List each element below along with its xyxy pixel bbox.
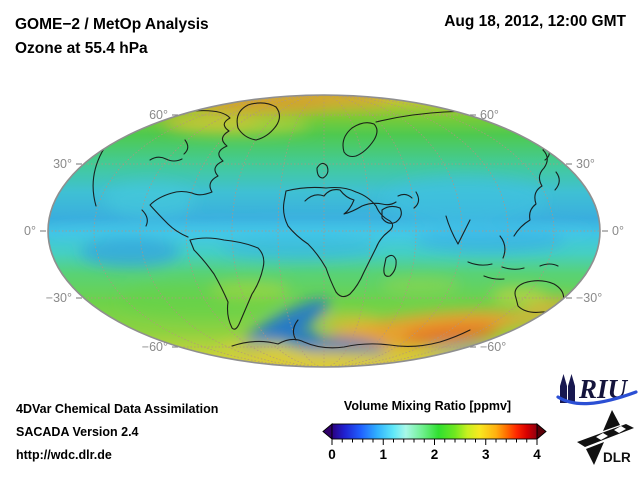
ozone-field — [48, 95, 600, 367]
colorbar: 0 1 2 3 4 — [322, 423, 547, 462]
figure-datetime: Aug 18, 2012, 12:00 GMT — [444, 13, 626, 30]
colorbar-ticks — [331, 439, 538, 445]
riu-swoosh — [556, 390, 638, 406]
footer-line-version: SACADA Version 2.4 — [16, 425, 139, 439]
footer-block: 4DVar Chemical Data Assimilation SACADA … — [16, 398, 218, 467]
colorbar-right-arrow — [536, 423, 547, 440]
footer-line-url: http://wdc.dlr.de — [16, 448, 112, 462]
lat-tick-dashes — [40, 114, 608, 348]
lat-label-left-30s: −30° — [46, 291, 72, 305]
dlr-logo: DLR — [577, 410, 634, 465]
lat-label-right-60s: −60° — [480, 340, 506, 354]
colorbar-left-arrow — [322, 423, 333, 440]
lat-label-left-30n: 30° — [53, 157, 72, 171]
lat-label-right-0: 0° — [612, 224, 624, 238]
lat-label-right-30n: 30° — [576, 157, 595, 171]
colorbar-tick-1: 1 — [379, 447, 387, 462]
globe-border — [47, 94, 601, 368]
riu-logo: RIU — [556, 374, 638, 406]
colorbar-tick-4: 4 — [533, 447, 541, 462]
lat-label-right-60n: 60° — [480, 108, 499, 122]
colorbar-gradient — [331, 423, 538, 440]
dlr-diamond-cutout — [614, 426, 626, 433]
footer-line-assimilation: 4DVar Chemical Data Assimilation — [16, 402, 219, 416]
cathedral-icon — [560, 374, 575, 403]
lat-label-left-0: 0° — [24, 224, 36, 238]
dlr-logo-text: DLR — [603, 450, 631, 465]
lat-label-left-60n: 60° — [149, 108, 168, 122]
lat-label-right-30s: −30° — [576, 291, 602, 305]
header-block: GOME−2 / MetOp Analysis Ozone at 55.4 hP… — [15, 13, 209, 61]
lat-label-left-60s: −60° — [142, 340, 168, 354]
figure-title: GOME−2 / MetOp Analysis — [15, 16, 209, 33]
colorbar-tick-0: 0 — [328, 447, 336, 462]
colorbar-tick-3: 3 — [482, 447, 490, 462]
colorbar-title: Volume Mixing Ratio [ppmv] — [343, 399, 512, 413]
dlr-diamond-cutout — [596, 433, 608, 440]
figure-subtitle: Ozone at 55.4 hPa — [15, 40, 148, 57]
riu-logo-text: RIU — [578, 374, 629, 404]
colorbar-tick-2: 2 — [431, 447, 439, 462]
